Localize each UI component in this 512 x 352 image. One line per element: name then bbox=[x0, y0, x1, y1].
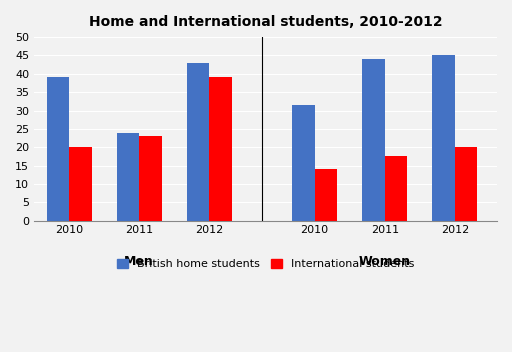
Bar bbox=[433, 56, 455, 221]
Bar bbox=[117, 133, 139, 221]
Text: Men: Men bbox=[124, 256, 154, 269]
Bar bbox=[209, 77, 232, 221]
Bar bbox=[314, 169, 337, 221]
Bar bbox=[139, 136, 162, 221]
Bar bbox=[187, 63, 209, 221]
Bar bbox=[69, 147, 92, 221]
Bar bbox=[362, 59, 385, 221]
Bar bbox=[47, 77, 69, 221]
Bar bbox=[385, 156, 407, 221]
Legend: British home students, International students: British home students, International stu… bbox=[112, 254, 419, 274]
Bar bbox=[455, 147, 477, 221]
Text: Women: Women bbox=[359, 256, 411, 269]
Bar bbox=[292, 105, 314, 221]
Title: Home and International students, 2010-2012: Home and International students, 2010-20… bbox=[89, 15, 442, 29]
